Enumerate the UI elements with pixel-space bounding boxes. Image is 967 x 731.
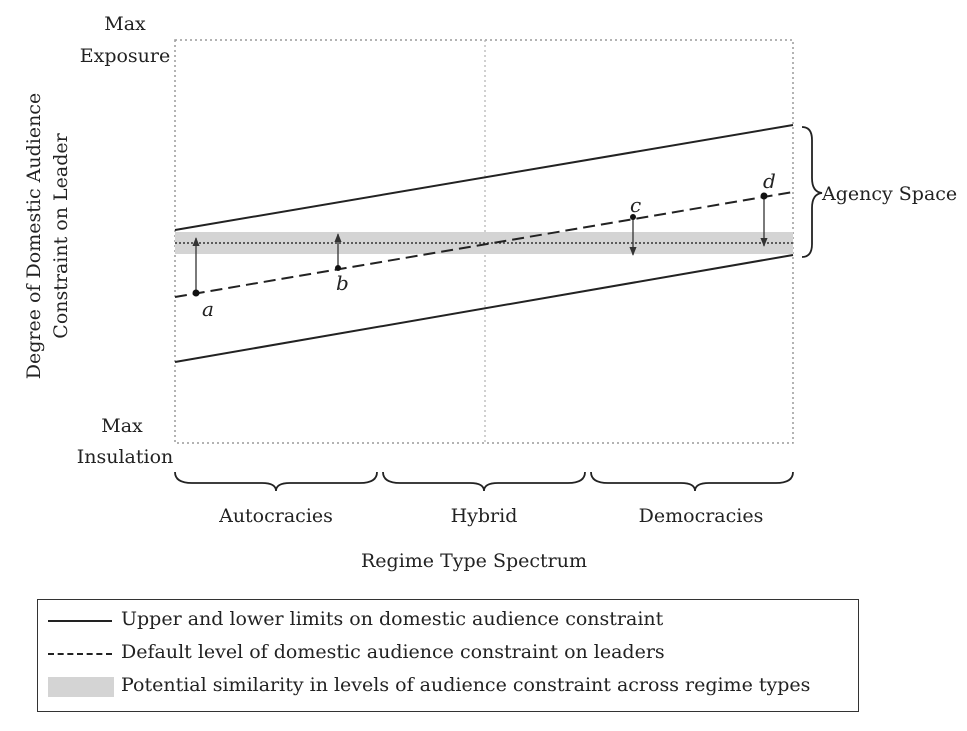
brace-democracies <box>590 471 794 492</box>
point-label-b: b <box>336 271 349 295</box>
point-c <box>630 214 636 220</box>
legend-text-band: Potential similarity in levels of audien… <box>121 674 811 696</box>
legend-item-dashed: Default level of domestic audience const… <box>38 639 858 669</box>
y-bottom-label-line1: Max <box>101 415 143 437</box>
y-axis-title-line2: Constraint on Leader <box>50 132 72 338</box>
y-top-label-line2: Exposure <box>80 45 171 67</box>
brace-hybrid <box>382 471 586 492</box>
default-level-line <box>174 191 794 298</box>
regime-label-autocracies: Autocracies <box>218 505 333 527</box>
point-label-a: a <box>202 297 214 321</box>
solid-line-swatch <box>48 620 112 622</box>
legend-text-solid: Upper and lower limits on domestic audie… <box>121 608 664 630</box>
point-label-d: d <box>763 169 776 193</box>
regime-label-democracies: Democracies <box>639 505 764 527</box>
brace-autocracies <box>174 471 378 492</box>
point-d <box>760 192 768 200</box>
y-bottom-label-line2: Insulation <box>77 446 174 468</box>
legend: Upper and lower limits on domestic audie… <box>37 599 859 712</box>
gray-band-swatch <box>48 677 114 697</box>
agency-space-label: Agency Space <box>821 183 957 205</box>
legend-item-solid: Upper and lower limits on domestic audie… <box>38 606 858 636</box>
agency-space-brace <box>801 126 823 258</box>
regime-label-hybrid: Hybrid <box>451 505 518 527</box>
y-top-label-line1: Max <box>104 13 146 35</box>
x-axis-title: Regime Type Spectrum <box>361 550 587 572</box>
lower-limit-line <box>174 254 794 363</box>
legend-text-dashed: Default level of domestic audience const… <box>121 641 665 663</box>
dashed-line-swatch <box>48 653 112 655</box>
point-b <box>335 265 341 271</box>
y-axis-title-line1: Degree of Domestic Audience <box>23 93 45 379</box>
point-a <box>192 289 200 297</box>
legend-item-band: Potential similarity in levels of audien… <box>38 672 858 702</box>
point-label-c: c <box>630 193 641 217</box>
diagram-canvas: a b c d Agency Space Max Exposure Max In… <box>23 13 957 572</box>
upper-limit-line <box>174 124 794 231</box>
